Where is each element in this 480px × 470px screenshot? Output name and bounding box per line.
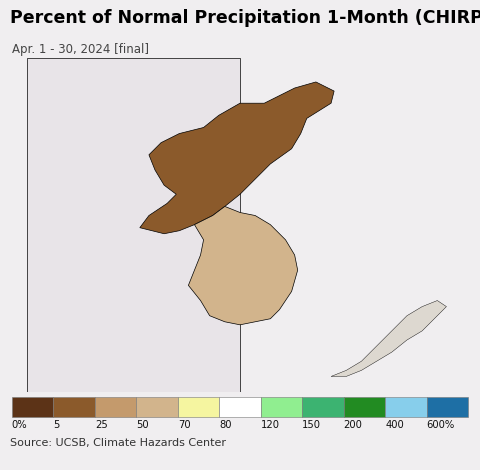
Text: 5: 5 [53, 420, 60, 430]
Text: 150: 150 [302, 420, 321, 430]
Bar [385, 397, 427, 417]
Bar [219, 397, 261, 417]
Text: 400: 400 [385, 420, 404, 430]
Text: Source: UCSB, Climate Hazards Center: Source: UCSB, Climate Hazards Center [10, 438, 226, 448]
Polygon shape [188, 206, 298, 325]
Bar [12, 397, 53, 417]
Text: 50: 50 [136, 420, 149, 430]
Text: 25: 25 [95, 420, 108, 430]
Bar [302, 397, 344, 417]
Text: 600%: 600% [427, 420, 455, 430]
Bar [427, 397, 468, 417]
Text: 0%: 0% [12, 420, 27, 430]
Text: Percent of Normal Precipitation 1-Month (CHIRPS): Percent of Normal Precipitation 1-Month … [10, 9, 480, 27]
Bar [261, 397, 302, 417]
Bar [95, 397, 136, 417]
Bar [53, 397, 95, 417]
Text: 70: 70 [178, 420, 191, 430]
Bar [344, 397, 385, 417]
Bar [27, 58, 240, 392]
Polygon shape [140, 82, 334, 234]
Text: Apr. 1 - 30, 2024 [final]: Apr. 1 - 30, 2024 [final] [12, 43, 149, 56]
Text: 80: 80 [219, 420, 232, 430]
Bar [178, 397, 219, 417]
Text: 120: 120 [261, 420, 280, 430]
Polygon shape [331, 300, 446, 376]
Text: 200: 200 [344, 420, 362, 430]
Bar [136, 397, 178, 417]
